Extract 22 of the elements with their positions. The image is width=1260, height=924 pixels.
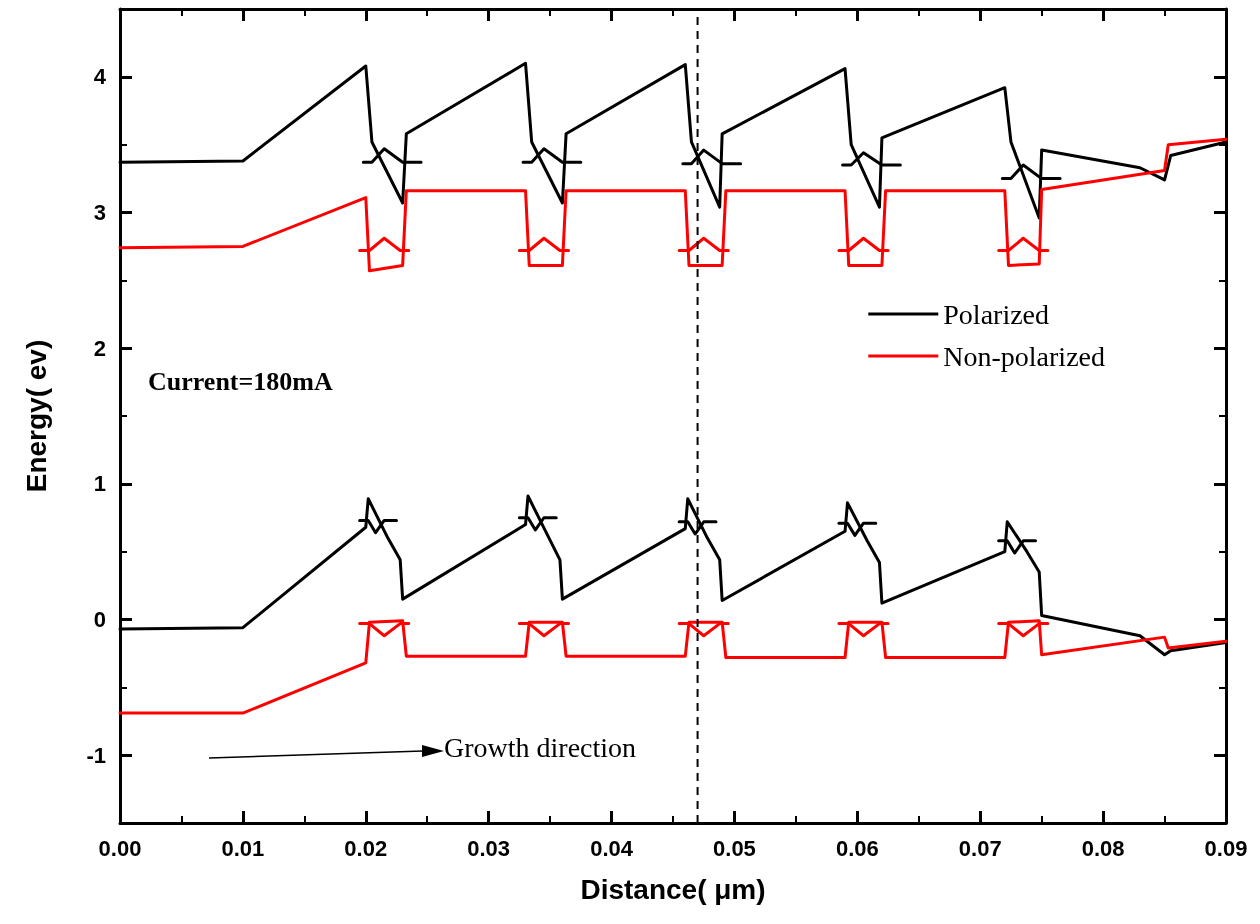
annotation: Current=180mA	[148, 366, 333, 396]
annotation: Growth direction	[444, 731, 637, 763]
y-tick-label: 0	[93, 607, 106, 632]
x-tick-label: 0.03	[467, 835, 511, 861]
x-tick-label: 0.01	[221, 835, 265, 861]
x-tick-label: 0.00	[98, 835, 142, 861]
x-tick-label: 0.04	[590, 835, 634, 861]
y-tick-label: 2	[93, 335, 106, 361]
x-axis-title: Distance( μm)	[580, 873, 766, 905]
y-axis-title: Energy( ev)	[20, 339, 52, 493]
legend-label: Polarized	[943, 298, 1050, 330]
y-tick-label: 1	[93, 471, 106, 497]
legend-label: Non-polarized	[943, 340, 1106, 372]
x-tick-label: 0.09	[1204, 835, 1248, 861]
y-tick-label: 4	[93, 64, 107, 90]
x-tick-label: 0.07	[958, 835, 1002, 861]
x-tick-label: 0.06	[835, 835, 879, 861]
y-tick-label: -1	[86, 742, 106, 768]
x-tick-label: 0.05	[713, 835, 756, 861]
y-tick-label: 3	[93, 200, 106, 225]
x-tick-label: 0.08	[1081, 835, 1125, 861]
x-tick-label: 0.02	[344, 835, 388, 861]
